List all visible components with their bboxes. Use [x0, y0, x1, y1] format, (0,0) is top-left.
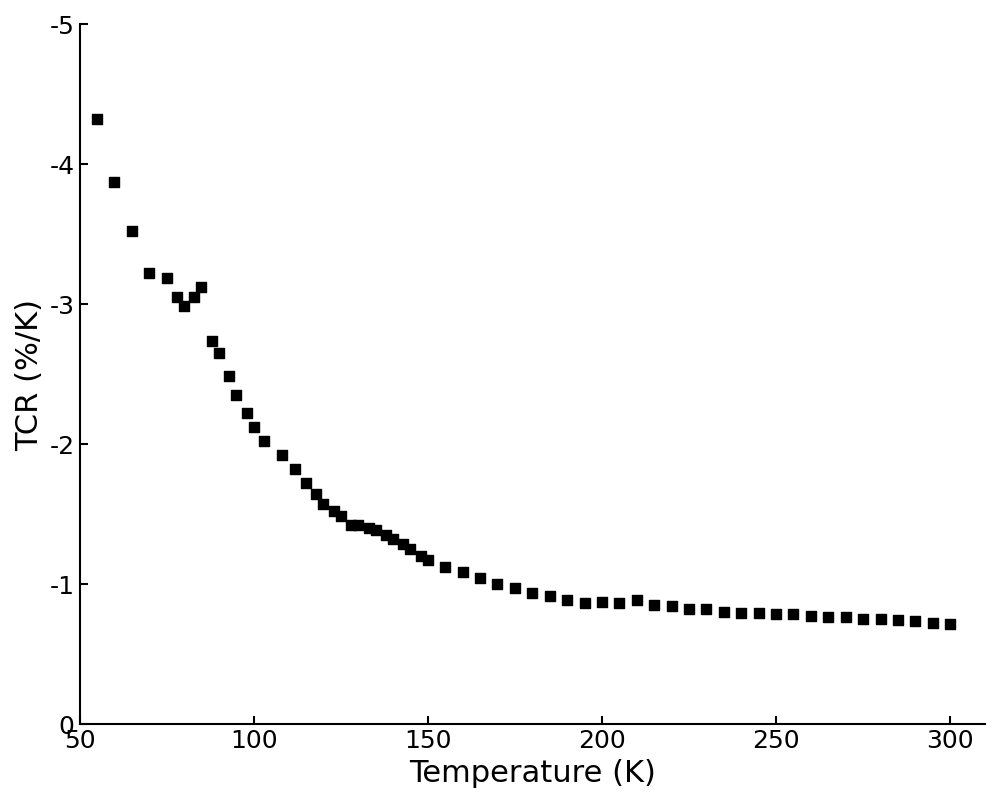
Point [611, 597, 627, 610]
Point [838, 611, 854, 624]
Point [385, 533, 401, 545]
Y-axis label: TCR (%/K): TCR (%/K) [15, 298, 44, 450]
Point [820, 611, 836, 624]
Point [629, 594, 645, 607]
Point [855, 613, 871, 626]
Point [106, 176, 122, 189]
Point [326, 504, 342, 517]
X-axis label: Temperature (K): Temperature (K) [409, 758, 656, 787]
Point [455, 566, 471, 579]
Point [873, 613, 889, 626]
Point [211, 346, 227, 359]
Point [942, 618, 958, 631]
Point [274, 449, 290, 462]
Point [228, 389, 244, 402]
Point [698, 602, 714, 615]
Point [193, 281, 209, 294]
Point [890, 614, 906, 626]
Point [141, 267, 157, 280]
Point [169, 291, 185, 304]
Point [246, 421, 262, 434]
Point [204, 335, 220, 348]
Point [413, 549, 429, 562]
Point [785, 608, 801, 621]
Point [472, 572, 488, 585]
Point [315, 498, 331, 511]
Point [395, 538, 411, 551]
Point [803, 610, 819, 622]
Point [646, 598, 662, 611]
Point [378, 529, 394, 541]
Point [925, 617, 941, 630]
Point [298, 476, 314, 489]
Point [437, 561, 453, 573]
Point [664, 600, 680, 613]
Point [751, 607, 767, 620]
Point [681, 602, 697, 615]
Point [559, 594, 575, 607]
Point [716, 606, 732, 618]
Point [186, 291, 202, 304]
Point [507, 581, 523, 594]
Point [124, 225, 140, 238]
Point [89, 113, 105, 126]
Point [239, 407, 255, 419]
Point [768, 608, 784, 621]
Point [907, 615, 923, 628]
Point [594, 596, 610, 609]
Point [420, 553, 436, 566]
Point [287, 463, 303, 476]
Point [402, 542, 418, 555]
Point [350, 519, 366, 532]
Point [343, 519, 359, 532]
Point [256, 435, 272, 448]
Point [368, 525, 384, 537]
Point [577, 597, 593, 610]
Point [361, 521, 377, 534]
Point [524, 587, 540, 600]
Point [176, 301, 192, 314]
Point [489, 577, 505, 590]
Point [308, 488, 324, 500]
Point [333, 510, 349, 523]
Point [221, 371, 237, 383]
Point [159, 273, 175, 286]
Point [733, 607, 749, 620]
Point [542, 590, 558, 603]
